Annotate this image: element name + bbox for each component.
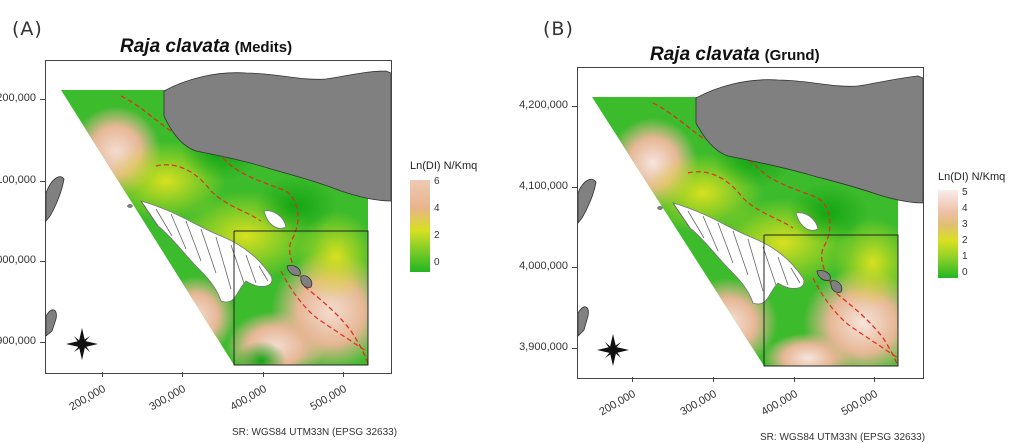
panel-a-map-canvas bbox=[46, 70, 391, 366]
panel-b-x-label: 300,000 bbox=[678, 388, 719, 419]
panel-a-legend-label: 6 bbox=[434, 176, 440, 187]
panel-a-y-label: 4,000,000 bbox=[0, 254, 36, 266]
panel-a-legend-label: 2 bbox=[434, 230, 440, 241]
panel-b-legend-label: 1 bbox=[962, 251, 968, 262]
panel-a-x-label: 500,000 bbox=[308, 383, 349, 414]
panel-b-map bbox=[577, 67, 924, 379]
panel-b-legend-label: 0 bbox=[962, 267, 968, 278]
panel-a-title: Raja clavata (Medits) bbox=[120, 36, 292, 58]
panel-b-y-label: 4,000,000 bbox=[519, 260, 568, 272]
panel-b-legend-label: 4 bbox=[962, 203, 968, 214]
panel-b-north-arrow bbox=[597, 334, 629, 366]
panel-b-x-label: 500,000 bbox=[839, 388, 880, 419]
panel-a-source: (Medits) bbox=[234, 39, 293, 56]
panel-b-legend-title: Ln(DI) N/Kmq bbox=[938, 171, 1006, 183]
panel-b-letter: (B) bbox=[543, 18, 574, 40]
panel-b-y-label: 3,900,000 bbox=[519, 341, 568, 353]
panel-b-legend-label: 3 bbox=[962, 219, 968, 230]
panel-b-legend-label: 2 bbox=[962, 235, 968, 246]
panel-b-x-label: 200,000 bbox=[597, 388, 638, 419]
panel-b-legend-colorbar bbox=[938, 190, 958, 278]
panel-a-legend-label: 0 bbox=[434, 257, 440, 268]
panel-a-north-arrow bbox=[66, 328, 98, 360]
panel-a-sr-caption: SR: WGS84 UTM33N (EPSG 32633) bbox=[232, 427, 398, 438]
panel-a-letter: (A) bbox=[12, 18, 43, 40]
panel-b-source: (Grund) bbox=[764, 47, 820, 64]
panel-b-y-label: 4,100,000 bbox=[519, 180, 568, 192]
panel-a-legend-colorbar bbox=[410, 180, 430, 272]
panel-a-x-label: 200,000 bbox=[67, 383, 108, 414]
panel-a-species: Raja clavata bbox=[120, 36, 230, 57]
panel-a-legend-title: Ln(DI) N/Kmq bbox=[410, 160, 478, 172]
panel-a-y-label: 200,000 bbox=[0, 92, 36, 104]
panel-b-species: Raja clavata bbox=[650, 44, 760, 65]
panel-a-legend-label: 4 bbox=[434, 203, 440, 214]
panel-b-title: Raja clavata (Grund) bbox=[650, 44, 820, 66]
panel-a-map bbox=[45, 60, 392, 374]
panel-b-map-canvas bbox=[578, 75, 923, 367]
panel-b-sr-caption: SR: WGS84 UTM33N (EPSG 32633) bbox=[760, 432, 926, 443]
panel-a-y-label: 100,000 bbox=[0, 174, 36, 186]
panel-b-legend-label: 5 bbox=[962, 187, 968, 198]
panel-b-x-label: 400,000 bbox=[759, 388, 800, 419]
panel-a-y-label: 3,900,000 bbox=[0, 335, 36, 347]
panel-b-y-label: 4,200,000 bbox=[519, 99, 568, 111]
panel-a-x-label: 400,000 bbox=[228, 383, 269, 414]
panel-a-x-label: 300,000 bbox=[147, 383, 188, 414]
